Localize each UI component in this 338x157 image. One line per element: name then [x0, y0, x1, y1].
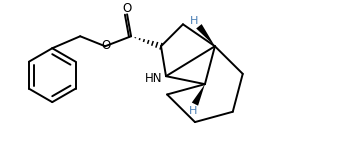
Text: O: O: [101, 39, 111, 52]
Text: H: H: [189, 106, 197, 116]
Polygon shape: [196, 24, 215, 46]
Polygon shape: [192, 84, 205, 106]
Text: HN: HN: [145, 72, 163, 85]
Text: H: H: [190, 16, 198, 26]
Text: O: O: [122, 2, 132, 15]
